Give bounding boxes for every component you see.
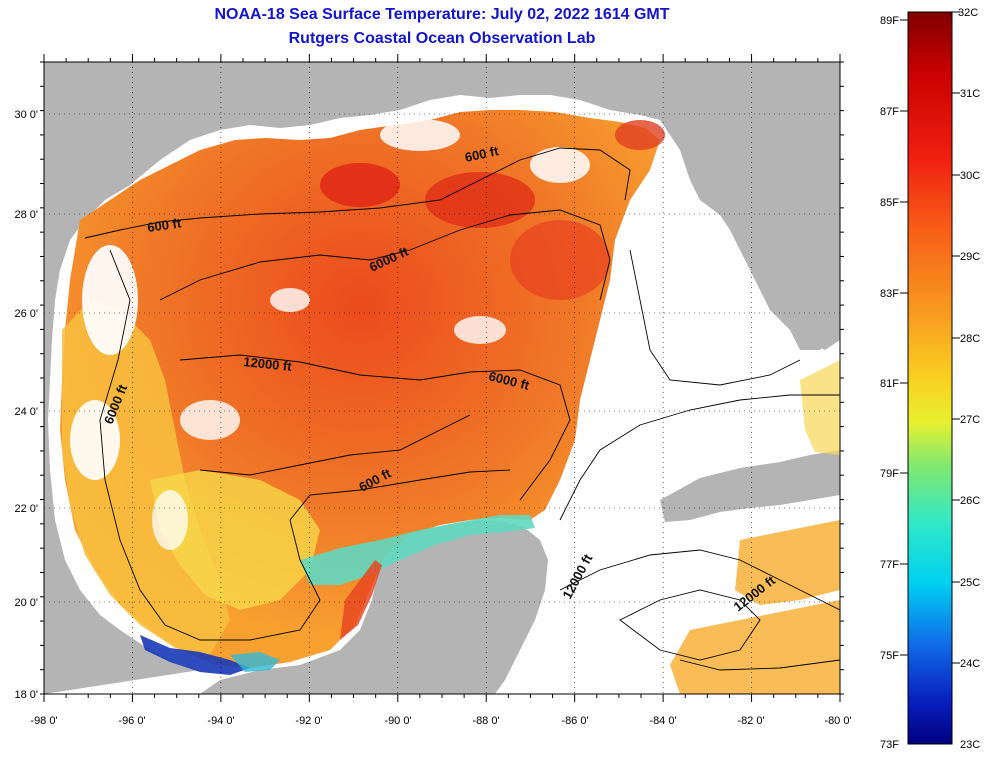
lon-label: -86 0' xyxy=(561,715,588,727)
lat-label: 28 0' xyxy=(14,209,38,221)
fahrenheit-label: 87F xyxy=(880,106,899,118)
lon-axis: -98 0' -96 0' -94 0' -92 0' -90 0' -88 0… xyxy=(30,715,851,727)
celsius-label: 23C xyxy=(960,739,980,751)
celsius-labels: 32C 31C 30C 29C 28C 27C 26C 25C 24C 23C xyxy=(958,7,980,751)
cloud-6 xyxy=(180,400,240,440)
lat-label: 24 0' xyxy=(14,406,38,418)
sst-cold-south-2 xyxy=(230,652,280,672)
gridlines xyxy=(44,62,840,694)
title-line-1: NOAA-18 Sea Surface Temperature: July 02… xyxy=(214,6,670,23)
land-cuba xyxy=(660,450,840,522)
fahrenheit-label: 83F xyxy=(880,288,899,300)
lon-label: -94 0' xyxy=(207,715,234,727)
sst-cold-campeche xyxy=(300,515,535,585)
celsius-label: 27C xyxy=(960,414,980,426)
celsius-label: 31C xyxy=(960,88,980,100)
sst-hot-patch-4 xyxy=(615,120,665,150)
fahrenheit-labels: 89F 87F 85F 83F 81F 79F 77F 75F 73F xyxy=(880,15,899,751)
lat-label: 20 0' xyxy=(14,597,38,609)
cloud-4 xyxy=(530,147,590,183)
cloud-7 xyxy=(454,316,506,344)
sst-caribbean-2 xyxy=(735,520,840,605)
cloud-5 xyxy=(270,288,310,312)
isobath-label: 12000 ft xyxy=(243,354,293,374)
fahrenheit-label: 85F xyxy=(880,197,899,209)
celsius-label: 26C xyxy=(960,495,980,507)
lat-label: 22 0' xyxy=(14,503,38,515)
sst-caribbean-north xyxy=(800,360,840,455)
celsius-label: 32C xyxy=(958,7,978,19)
cloud-3 xyxy=(380,119,460,151)
sst-map: -98 0' -96 0' -94 0' -92 0' -90 0' -88 0… xyxy=(14,54,852,727)
lon-label: -80 0' xyxy=(824,715,851,727)
lat-axis: 30 0' 28 0' 26 0' 24 0' 22 0' 20 0' 18 0… xyxy=(14,109,38,701)
fahrenheit-label: 79F xyxy=(880,468,899,480)
fahrenheit-label: 75F xyxy=(880,650,899,662)
land-florida xyxy=(700,62,840,350)
isobath-label: 600 ft xyxy=(146,215,182,235)
sst-hot-patch-3 xyxy=(510,220,610,300)
lat-label: 26 0' xyxy=(14,308,38,320)
colorbar-ticks xyxy=(900,11,960,664)
fahrenheit-label: 89F xyxy=(880,15,899,27)
sst-hot-patch-2 xyxy=(425,172,535,228)
axis-ticks xyxy=(40,54,844,702)
celsius-label: 24C xyxy=(960,658,980,670)
sst-field-yellow-patch xyxy=(150,470,320,610)
fahrenheit-label: 73F xyxy=(880,739,899,751)
sst-caribbean xyxy=(670,600,840,694)
sst-hot-patch-1 xyxy=(320,163,400,207)
lon-label: -90 0' xyxy=(384,715,411,727)
isobath-label: 600 ft xyxy=(464,143,501,165)
sst-hot-coast xyxy=(340,560,382,640)
cloud-1 xyxy=(82,245,138,355)
celsius-label: 30C xyxy=(960,170,980,182)
lon-label: -82 0' xyxy=(737,715,764,727)
lon-label: -88 0' xyxy=(472,715,499,727)
lon-label: -92 0' xyxy=(295,715,322,727)
fahrenheit-label: 81F xyxy=(880,378,899,390)
fahrenheit-label: 77F xyxy=(880,559,899,571)
sst-cold-south xyxy=(140,635,250,675)
land-yucatan xyxy=(200,520,548,694)
colorbar-gradient xyxy=(907,11,953,745)
lon-label: -84 0' xyxy=(649,715,676,727)
isobath-contours xyxy=(84,147,840,671)
title-line-2: Rutgers Coastal Ocean Observation Lab xyxy=(288,30,596,47)
lat-label: 30 0' xyxy=(14,109,38,121)
lon-label: -98 0' xyxy=(30,715,57,727)
celsius-label: 25C xyxy=(960,577,980,589)
temperature-colorbar: 89F 87F 85F 83F 81F 79F 77F 75F 73F 32C … xyxy=(880,7,980,751)
lon-label: -96 0' xyxy=(118,715,145,727)
celsius-label: 28C xyxy=(960,333,980,345)
cloud-8 xyxy=(152,490,188,550)
cloud-2 xyxy=(70,400,120,480)
lat-label: 18 0' xyxy=(14,689,38,701)
celsius-label: 29C xyxy=(960,251,980,263)
